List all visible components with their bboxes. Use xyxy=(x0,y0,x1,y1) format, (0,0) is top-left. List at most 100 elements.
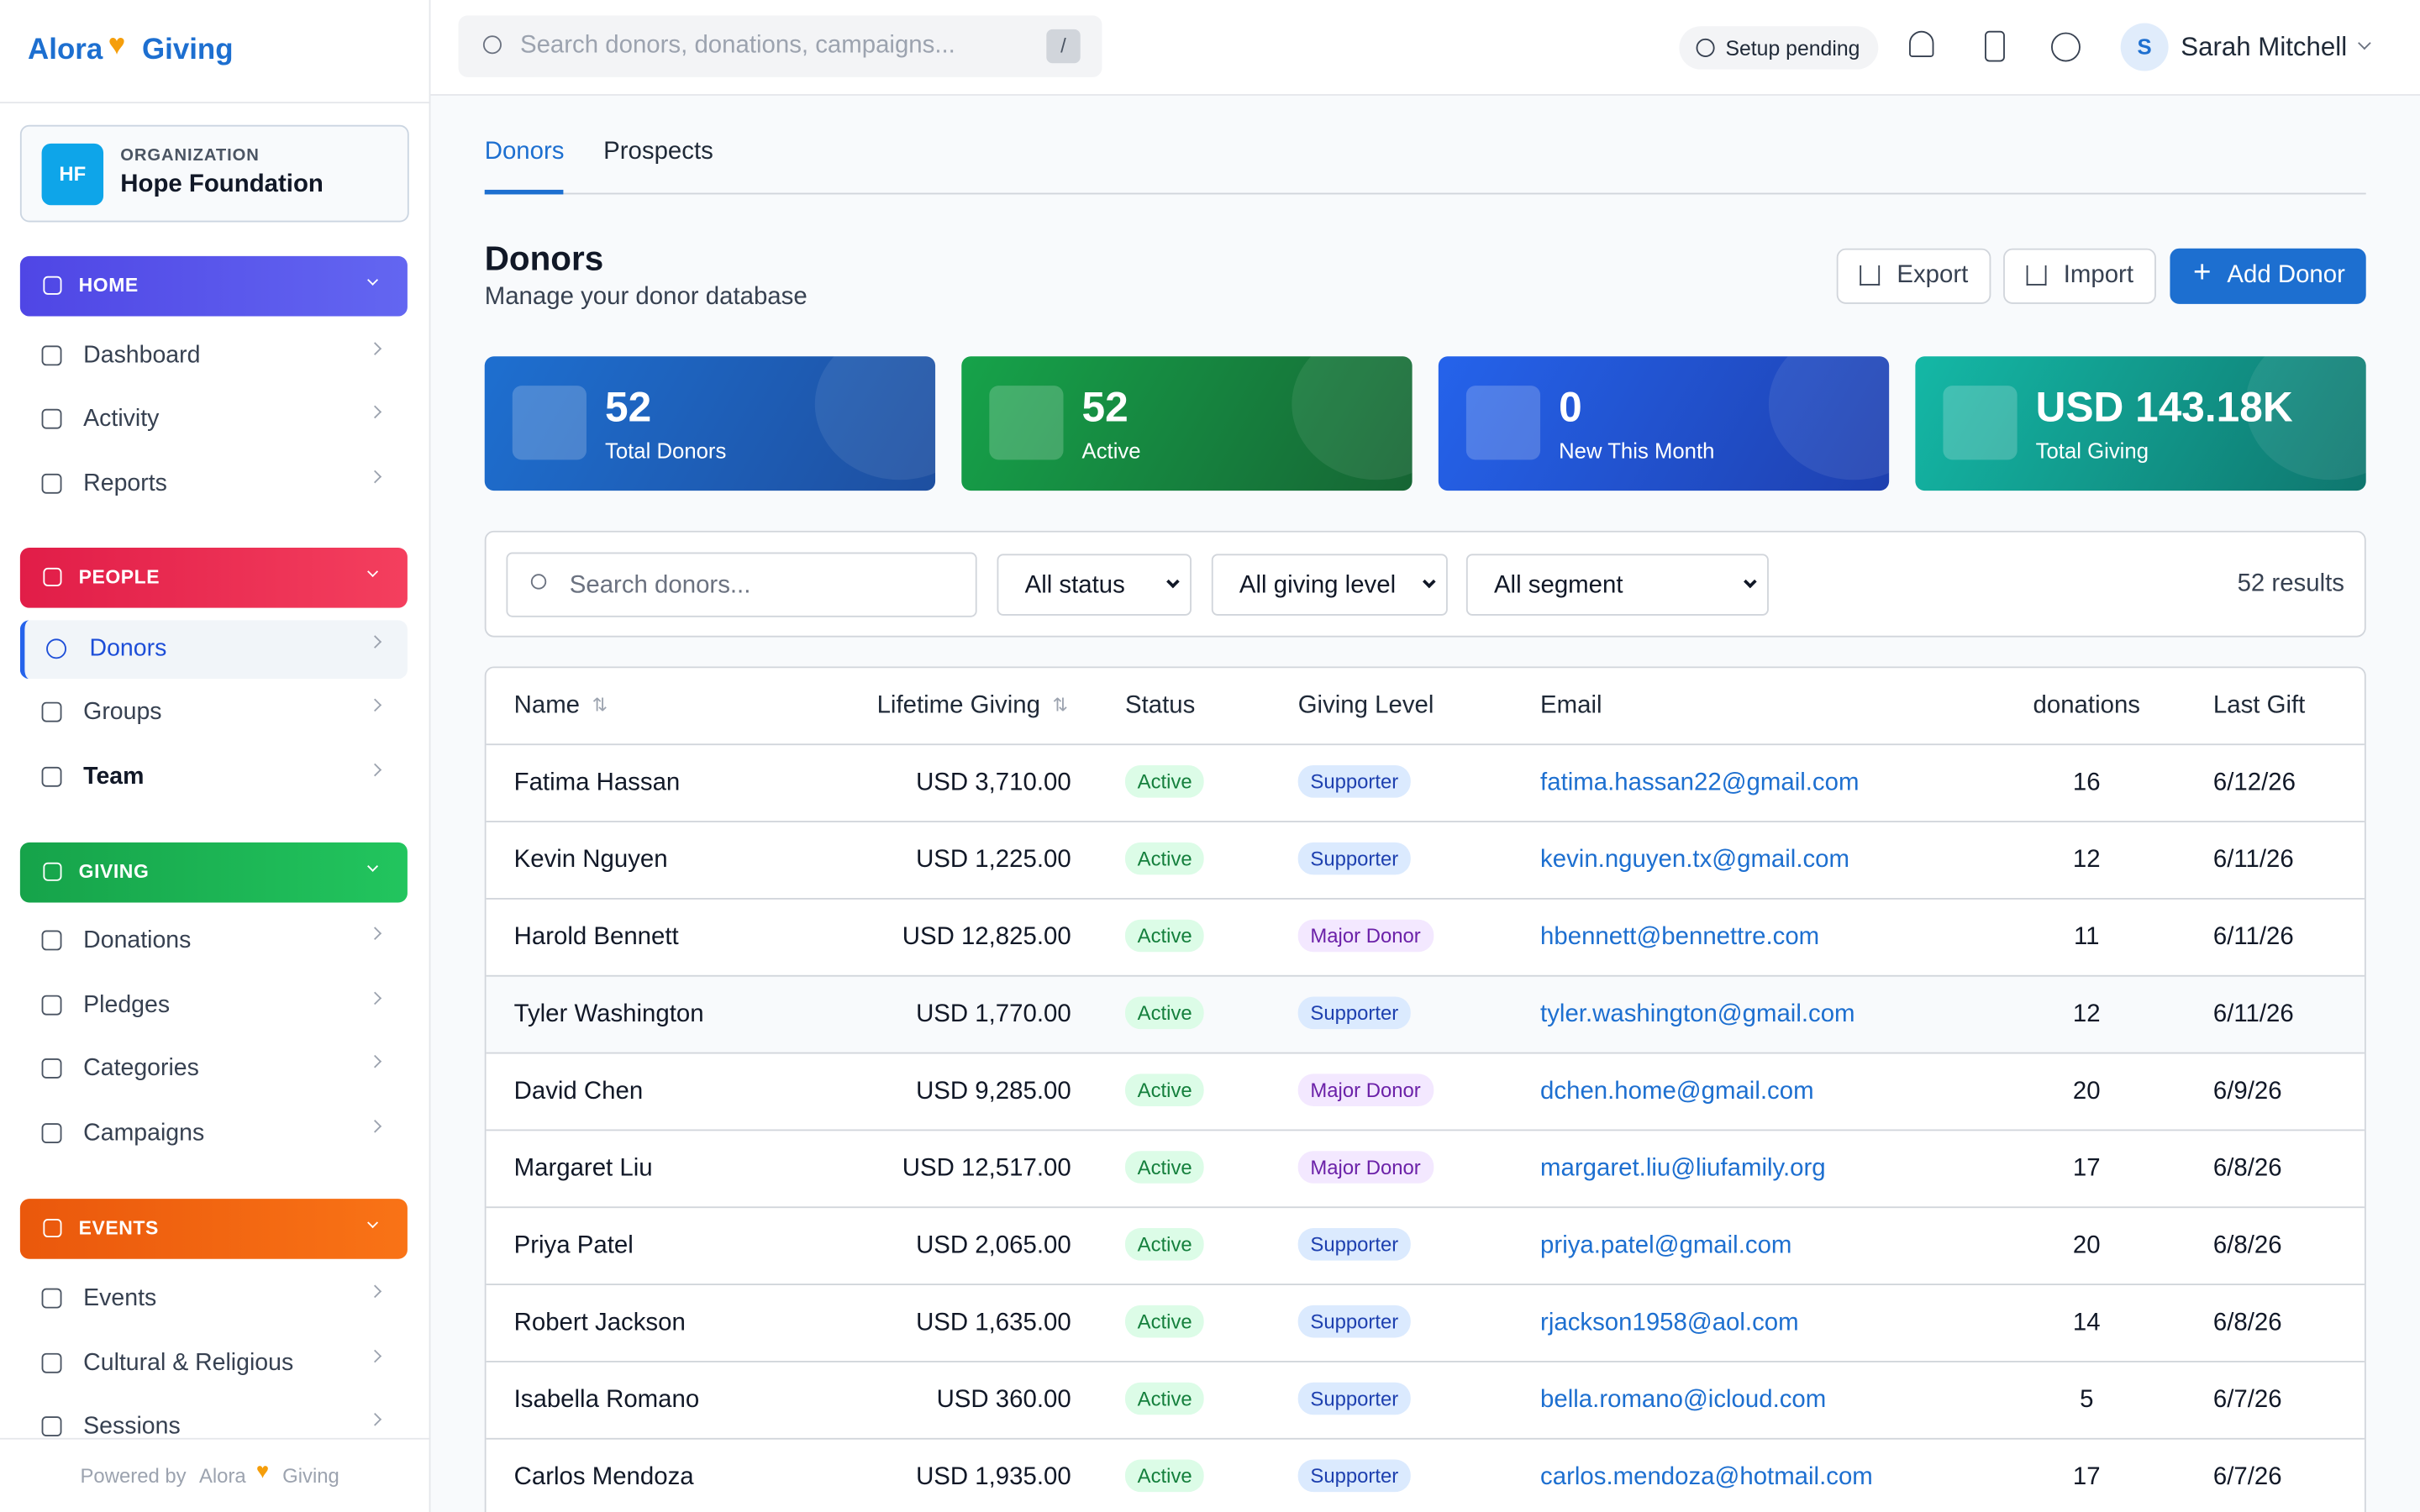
email-link[interactable]: margaret.liu@liufamily.org xyxy=(1540,1155,1826,1182)
nav-item[interactable]: Sessions xyxy=(20,1398,408,1457)
column-header[interactable]: Name ⇅ xyxy=(513,692,608,719)
cell-text: 20 xyxy=(2072,1232,2101,1259)
nav-section[interactable]: EVENTS xyxy=(19,1199,408,1259)
cell-text: Isabella Romano xyxy=(513,1387,700,1414)
table-row[interactable]: Kevin Nguyen USD 1,225.00 Active Supporter k… xyxy=(486,821,2365,898)
footer-heart: ♥ xyxy=(255,1457,270,1483)
nav-item[interactable]: Donations xyxy=(20,912,408,971)
action-button[interactable]: Export xyxy=(1836,248,1991,304)
table-row[interactable]: David Chen USD 9,285.00 Active Major Donor d… xyxy=(486,1052,2365,1130)
user-avatar[interactable]: S xyxy=(2120,23,2169,71)
email-link[interactable]: tyler.washington@gmail.com xyxy=(1540,1001,1855,1028)
nav-icon xyxy=(41,408,62,429)
column-header[interactable]: Lifetime Giving ⇅ xyxy=(876,692,1069,719)
nav-chevron xyxy=(368,698,382,712)
level-badge: Supporter xyxy=(1297,765,1411,798)
stat-value: USD 143.18K xyxy=(2035,384,2293,431)
table-row[interactable]: Isabella Romano USD 360.00 Active Supporter… xyxy=(486,1361,2365,1438)
nav-item[interactable]: Groups xyxy=(20,684,408,743)
email-link[interactable]: priya.patel@gmail.com xyxy=(1540,1232,1792,1259)
cell-text: Kevin Nguyen xyxy=(513,847,668,874)
action-button[interactable]: Add Donor + xyxy=(2170,248,2366,304)
level-badge: Supporter xyxy=(1297,1305,1411,1338)
footer-right: Giving xyxy=(282,1464,339,1488)
cell-text: USD 3,710.00 xyxy=(916,769,1071,796)
cell-text: 14 xyxy=(2072,1310,2101,1336)
email-link[interactable]: kevin.nguyen.tx@gmail.com xyxy=(1540,847,1850,874)
filter-select[interactable]: All status xyxy=(997,554,1192,616)
email-link[interactable]: rjackson1958@aol.com xyxy=(1540,1310,1799,1336)
tab[interactable]: Donors xyxy=(484,139,565,165)
nav-icon xyxy=(41,1288,62,1309)
table-row[interactable]: Tyler Washington USD 1,770.00 Active Suppor… xyxy=(486,974,2365,1053)
nav-item[interactable]: Events xyxy=(20,1270,408,1329)
help-button[interactable] xyxy=(2051,32,2081,62)
cell-text: 6/7/26 xyxy=(2212,1464,2282,1491)
table-row[interactable]: Fatima Hassan USD 3,710.00 Active Supporter… xyxy=(486,743,2365,822)
email-link[interactable]: carlos.mendoza@hotmail.com xyxy=(1540,1464,1873,1491)
nav-item-label: Cultural & Religious xyxy=(83,1350,294,1377)
nav-item[interactable]: Reports xyxy=(20,455,408,514)
divider xyxy=(0,102,431,104)
email-link[interactable]: fatima.hassan22@gmail.com xyxy=(1540,769,1860,796)
nav-item[interactable]: Campaigns xyxy=(20,1105,408,1163)
action-button[interactable]: Import xyxy=(2003,248,2156,304)
tab[interactable]: Prospects xyxy=(603,139,713,165)
global-search[interactable]: Search donors, donations, campaigns... / xyxy=(458,15,1102,77)
nav-section[interactable]: GIVING xyxy=(19,842,408,903)
nav-item[interactable]: Pledges xyxy=(20,977,408,1036)
filter-select[interactable]: All segment xyxy=(1465,554,1769,616)
email-link[interactable]: dchen.home@gmail.com xyxy=(1540,1078,1814,1105)
cell-text: 6/8/26 xyxy=(2212,1310,2282,1336)
sort-icon: ⇅ xyxy=(592,694,608,717)
nav-item[interactable]: Activity xyxy=(20,391,408,449)
section-icon xyxy=(43,276,62,295)
table-row[interactable]: Priya Patel USD 2,065.00 Active Supporter pr… xyxy=(486,1206,2365,1284)
column-header: Giving Level xyxy=(1297,692,1434,719)
nav-icon xyxy=(41,995,62,1016)
cell-text: USD 1,635.00 xyxy=(916,1310,1071,1336)
cell-text: David Chen xyxy=(513,1078,644,1105)
nav-item[interactable]: Categories xyxy=(20,1040,408,1099)
nav-chevron xyxy=(368,470,382,484)
nav-item-label: Donors xyxy=(89,635,167,662)
nav-item[interactable]: Dashboard xyxy=(20,327,408,386)
org-name: Hope Foundation xyxy=(120,171,324,198)
nav-section[interactable]: PEOPLE xyxy=(19,548,408,608)
table-row[interactable]: Harold Bennett USD 12,825.00 Active Major D… xyxy=(486,897,2365,975)
status-icon xyxy=(1696,38,1715,57)
cell-text: USD 12,825.00 xyxy=(902,924,1071,951)
nav-icon xyxy=(41,930,62,951)
nav-section[interactable]: HOME xyxy=(19,255,408,317)
divider xyxy=(0,1437,431,1440)
cell-text: Margaret Liu xyxy=(513,1155,653,1182)
select-label: All giving level xyxy=(1239,572,1397,599)
search-placeholder: Search donors... xyxy=(569,572,751,599)
table-row[interactable]: Robert Jackson USD 1,635.00 Active Supporte… xyxy=(486,1284,2365,1361)
nav-item-label: Dashboard xyxy=(83,342,201,369)
email-link[interactable]: hbennett@bennettre.com xyxy=(1540,924,1820,951)
stat-card: USD 143.18K Total Giving xyxy=(1915,356,2366,491)
notifications-button[interactable] xyxy=(1909,30,1934,57)
stat-card: 52 Active xyxy=(961,356,1413,491)
level-badge: Supporter xyxy=(1297,842,1411,875)
user-name[interactable]: Sarah Mitchell xyxy=(2181,32,2348,62)
org-card[interactable]: HF ORGANIZATION Hope Foundation xyxy=(19,124,409,223)
column-header: Email xyxy=(1540,692,1602,719)
stat-value: 0 xyxy=(1559,384,1582,431)
stat-decoration xyxy=(1768,356,1890,480)
mobile-button[interactable] xyxy=(1985,30,2005,62)
nav-item[interactable]: Donors xyxy=(19,620,408,680)
cell-text: USD 360.00 xyxy=(936,1387,1071,1414)
setup-status[interactable]: Setup pending xyxy=(1679,26,1879,70)
email-link[interactable]: bella.romano@icloud.com xyxy=(1540,1387,1827,1414)
nav-item[interactable]: Cultural & Religious xyxy=(20,1335,408,1394)
filter-select[interactable]: All giving level xyxy=(1211,554,1448,616)
donor-search[interactable]: Search donors... xyxy=(506,552,977,617)
nav-chevron xyxy=(368,1054,382,1068)
table-row[interactable]: Margaret Liu USD 12,517.00 Active Major Don… xyxy=(486,1129,2365,1207)
cell-text: Fatima Hassan xyxy=(513,769,681,796)
stat-card: 52 Total Donors xyxy=(484,356,936,491)
table-row[interactable]: Carlos Mendoza USD 1,935.00 Active Supporte… xyxy=(486,1437,2365,1512)
nav-item[interactable]: Team xyxy=(20,748,408,807)
